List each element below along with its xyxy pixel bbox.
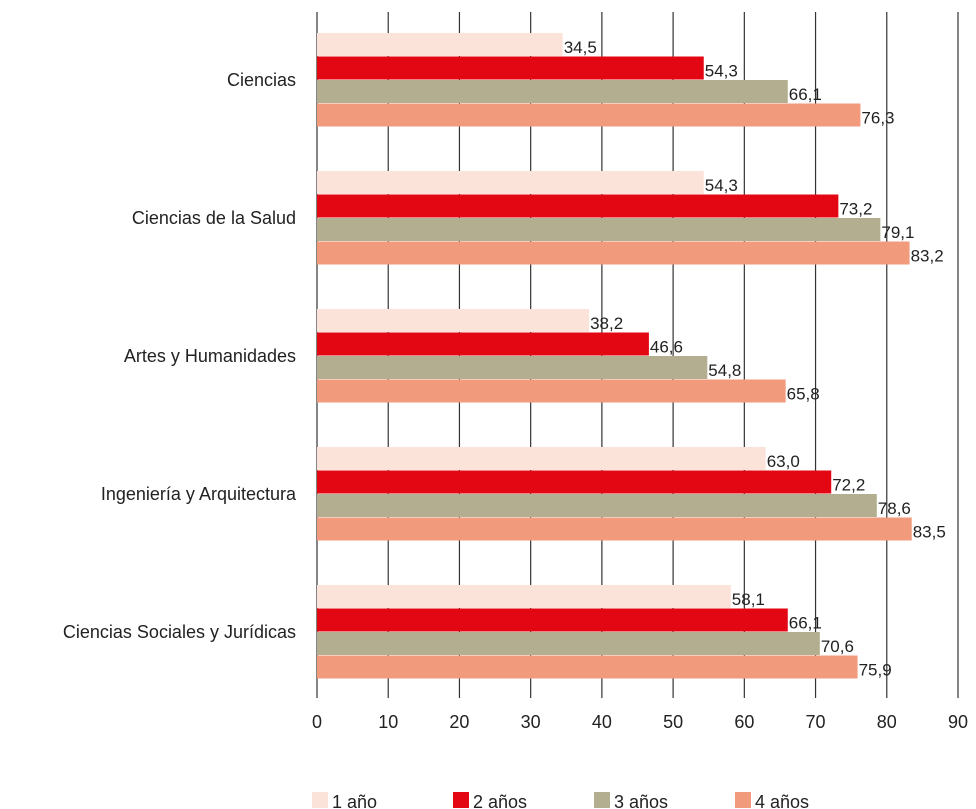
x-tick-label: 0 [312,712,322,732]
x-tick-label: 20 [449,712,469,732]
x-tick-label: 60 [734,712,754,732]
bar [317,585,731,608]
data-label: 34,5 [564,38,597,57]
x-tick-label: 30 [521,712,541,732]
bar [317,494,877,517]
data-labels: 34,5 54,3 66,1 76,3 54,3 73,2 79,1 83,2 38,2 46,6… [564,38,946,680]
bar [317,447,766,470]
bar [317,517,912,541]
data-label: 83,2 [911,247,944,266]
bar [317,171,704,194]
x-tick-label: 40 [592,712,612,732]
category-label: Ingeniería y Arquitectura [101,484,297,504]
legend-label: 1 año [332,792,377,809]
data-label: 66,1 [789,85,822,104]
x-tick-label: 70 [806,712,826,732]
data-label: 78,6 [878,499,911,518]
bars [317,33,912,679]
data-label: 54,8 [708,361,741,380]
x-tick-label: 50 [663,712,683,732]
bar [317,655,858,679]
data-label: 75,9 [859,661,892,680]
x-tick-label: 80 [877,712,897,732]
category-labels: Ciencias Ciencias de la Salud Artes y Huma… [63,70,297,642]
data-label: 73,2 [839,200,872,219]
legend-label: 2 años [473,792,527,809]
bar [317,103,861,127]
legend-swatch [735,792,751,808]
x-tick-label: 90 [948,712,968,732]
data-label: 83,5 [913,523,946,542]
bar [317,356,708,379]
x-tick-label: 10 [378,712,398,732]
bar [317,241,910,265]
legend-swatch [594,792,610,808]
bar [317,632,820,655]
bar [317,332,649,356]
category-label: Artes y Humanidades [124,346,296,366]
data-label: 46,6 [650,338,683,357]
bar [317,218,881,241]
data-label: 54,3 [705,62,738,81]
bar [317,608,788,632]
category-label: Ciencias Sociales y Jurídicas [63,622,296,642]
bar [317,33,563,56]
bar [317,194,839,218]
category-label: Ciencias de la Salud [132,208,296,228]
legend-swatch [312,792,328,808]
data-label: 72,2 [832,476,865,495]
data-label: 54,3 [705,176,738,195]
data-label: 66,1 [789,614,822,633]
bar [317,80,788,103]
data-label: 79,1 [881,223,914,242]
data-label: 70,6 [821,637,854,656]
x-axis-ticks: 0 10 20 30 40 50 60 70 80 90 [312,712,968,732]
data-label: 63,0 [767,452,800,471]
data-label: 38,2 [590,314,623,333]
bar [317,379,786,403]
legend-swatch [453,792,469,808]
data-label: 65,8 [787,385,820,404]
data-label: 58,1 [732,590,765,609]
legend-label: 4 años [755,792,809,809]
legend-label: 3 años [614,792,668,809]
category-label: Ciencias [227,70,296,90]
legend: 1 año 2 años 3 años 4 años [312,792,809,809]
data-label: 76,3 [861,109,894,128]
bar [317,56,704,80]
bar [317,470,832,494]
bar [317,309,590,332]
